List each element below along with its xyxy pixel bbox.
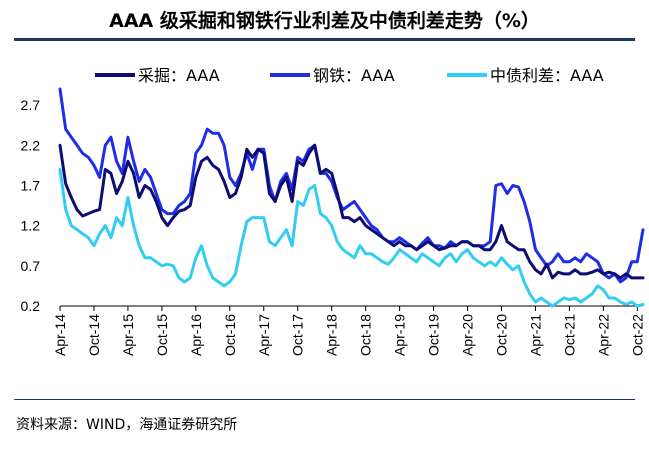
x-tick-label: Oct-18: [358, 314, 374, 356]
title-divider: [14, 38, 635, 41]
y-tick-label: 2.7: [21, 97, 41, 113]
legend-label-1: 采掘：AAA: [138, 66, 220, 85]
x-tick-label: Apr-17: [256, 314, 272, 356]
y-tick-label: 0.7: [21, 258, 41, 274]
chart-title: AAA 级采掘和钢铁行业利差及中债利差走势（%）: [109, 10, 540, 32]
x-tick-label: Oct-19: [426, 314, 442, 356]
y-tick-label: 1.2: [21, 218, 41, 234]
x-tick-label: Apr-19: [392, 314, 408, 356]
source-note: 资料来源：WIND，海通证券研究所: [16, 417, 238, 433]
x-tick-label: Apr-16: [188, 314, 204, 356]
source-divider: [14, 399, 635, 400]
x-tick-label: Oct-22: [629, 314, 645, 356]
legend-label-3: 中债利差：AAA: [490, 66, 604, 85]
x-tick-label: Oct-21: [561, 314, 577, 356]
legend-label-2: 钢铁：AAA: [313, 66, 395, 85]
x-tick-label: Apr-22: [595, 314, 611, 356]
x-tick-label: Oct-14: [86, 314, 102, 356]
y-tick-label: 1.7: [21, 177, 41, 193]
series-line-1: [58, 143, 645, 280]
x-tick-label: Oct-15: [154, 314, 170, 356]
x-tick-label: Oct-20: [493, 314, 509, 356]
series-line-3: [58, 167, 645, 308]
x-tick-label: Apr-21: [527, 314, 543, 356]
y-tick-label: 2.2: [21, 137, 41, 153]
x-tick-label: Oct-17: [290, 314, 306, 356]
x-tick-label: Oct-16: [222, 314, 238, 356]
x-tick-label: Apr-18: [324, 314, 340, 356]
x-tick-label: Apr-15: [120, 314, 136, 356]
y-tick-label: 0.2: [21, 298, 41, 314]
x-tick-label: Apr-14: [52, 314, 68, 356]
x-tick-label: Apr-20: [460, 314, 476, 356]
series-line-2: [58, 87, 645, 284]
